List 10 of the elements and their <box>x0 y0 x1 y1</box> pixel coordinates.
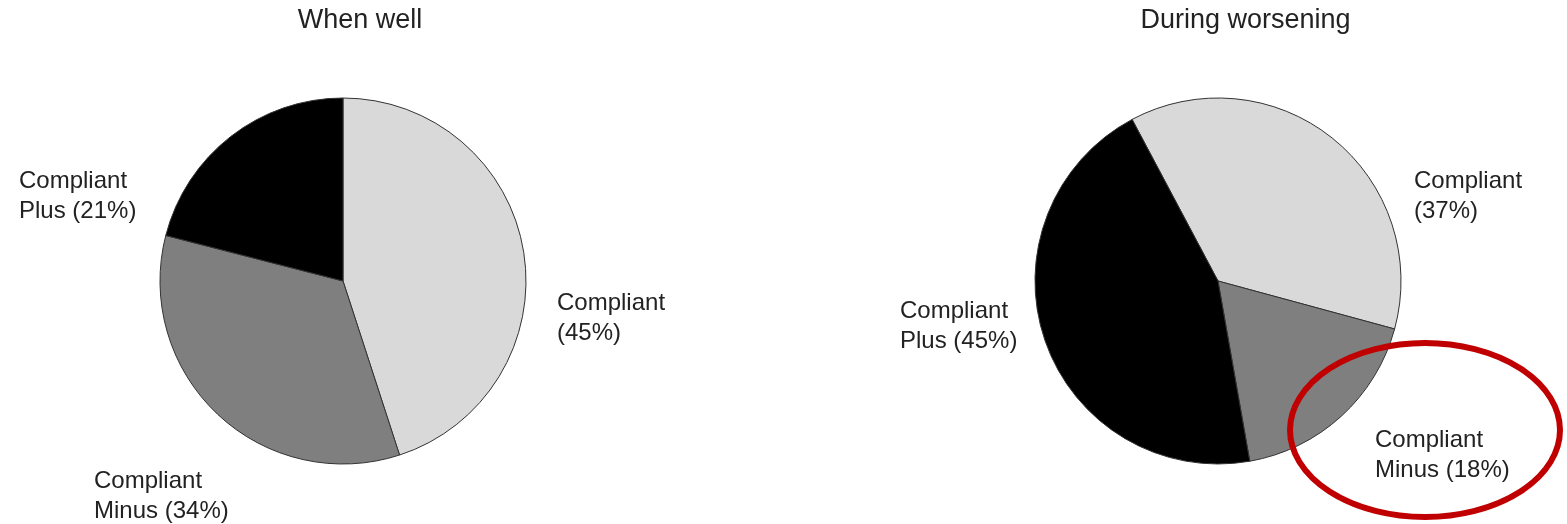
slice-label: Compliant Minus (34%) <box>94 466 229 523</box>
slice-label: Compliant <box>1414 166 1523 193</box>
chart-title: When well <box>297 4 423 34</box>
chart-title: During worsening <box>1140 4 1351 34</box>
slice-label: Compliant Plus (21%) <box>19 166 137 223</box>
data-label: (37%) <box>1414 196 1479 223</box>
data-label: (45%) <box>557 318 622 345</box>
slice-label: Compliant Plus (45%) <box>900 296 1018 353</box>
slice-label: Compliant Minus (18%) <box>1375 425 1510 482</box>
slice-label: Compliant <box>557 288 666 315</box>
